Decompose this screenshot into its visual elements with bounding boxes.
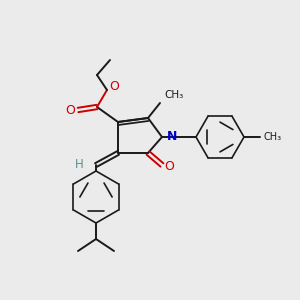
Text: O: O [164,160,174,173]
Text: CH₃: CH₃ [264,132,282,142]
Text: CH₃: CH₃ [164,90,183,100]
Text: O: O [109,80,119,92]
Text: O: O [65,103,75,116]
Text: N: N [167,130,177,143]
Text: H: H [75,158,84,172]
